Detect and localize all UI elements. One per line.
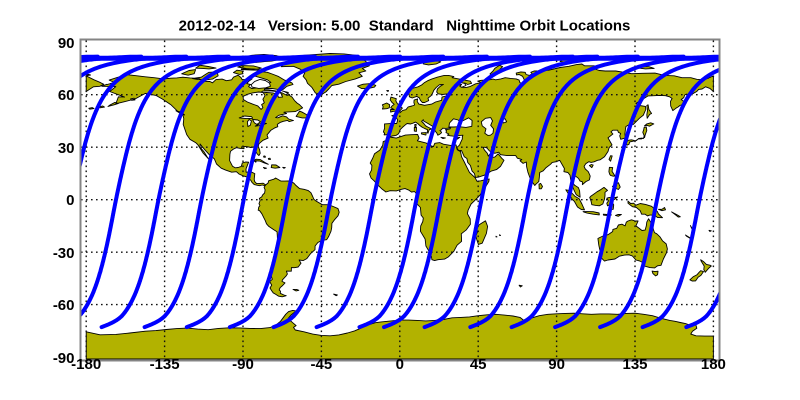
svg-text:0: 0 bbox=[66, 192, 74, 209]
svg-text:-60: -60 bbox=[53, 297, 75, 314]
svg-text:-180: -180 bbox=[71, 356, 101, 373]
svg-text:135: 135 bbox=[622, 356, 647, 373]
svg-text:90: 90 bbox=[58, 35, 75, 52]
svg-text:180: 180 bbox=[701, 356, 726, 373]
svg-text:90: 90 bbox=[548, 356, 565, 373]
svg-text:-90: -90 bbox=[232, 356, 254, 373]
svg-text:-135: -135 bbox=[150, 356, 180, 373]
svg-text:-90: -90 bbox=[53, 350, 75, 367]
svg-text:-45: -45 bbox=[311, 356, 333, 373]
svg-text:45: 45 bbox=[470, 356, 487, 373]
svg-text:-30: -30 bbox=[53, 245, 75, 262]
svg-text:2012-02-14 Version: 5.00 St: 2012-02-14 Version: 5.00 Standard Nightt… bbox=[179, 18, 631, 35]
svg-text:60: 60 bbox=[58, 87, 75, 104]
svg-text:30: 30 bbox=[58, 140, 75, 157]
svg-text:0: 0 bbox=[396, 356, 404, 373]
